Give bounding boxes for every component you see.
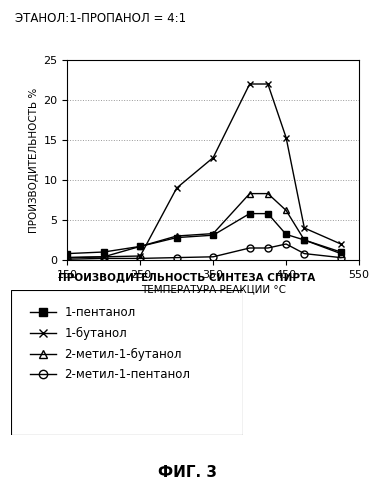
Text: ЭТАНОЛ:1-ПРОПАНОЛ = 4:1: ЭТАНОЛ:1-ПРОПАНОЛ = 4:1 <box>15 12 186 26</box>
Y-axis label: ПРОИЗВОДИТЕЛЬНОСТЬ %: ПРОИЗВОДИТЕЛЬНОСТЬ % <box>29 88 39 233</box>
Text: ФИГ. 3: ФИГ. 3 <box>157 465 217 480</box>
X-axis label: ТЕМПЕРАТУРА РЕАКЦИИ °С: ТЕМПЕРАТУРА РЕАКЦИИ °С <box>141 284 286 294</box>
Text: ПРОИЗВОДИТЕЛЬНОСТЬ СИНТЕЗА СПИРТА: ПРОИЗВОДИТЕЛЬНОСТЬ СИНТЕЗА СПИРТА <box>58 272 316 282</box>
Legend: 1-пентанол, 1-бутанол, 2-метил-1-бутанол, 2-метил-1-пентанол: 1-пентанол, 1-бутанол, 2-метил-1-бутанол… <box>24 300 196 388</box>
